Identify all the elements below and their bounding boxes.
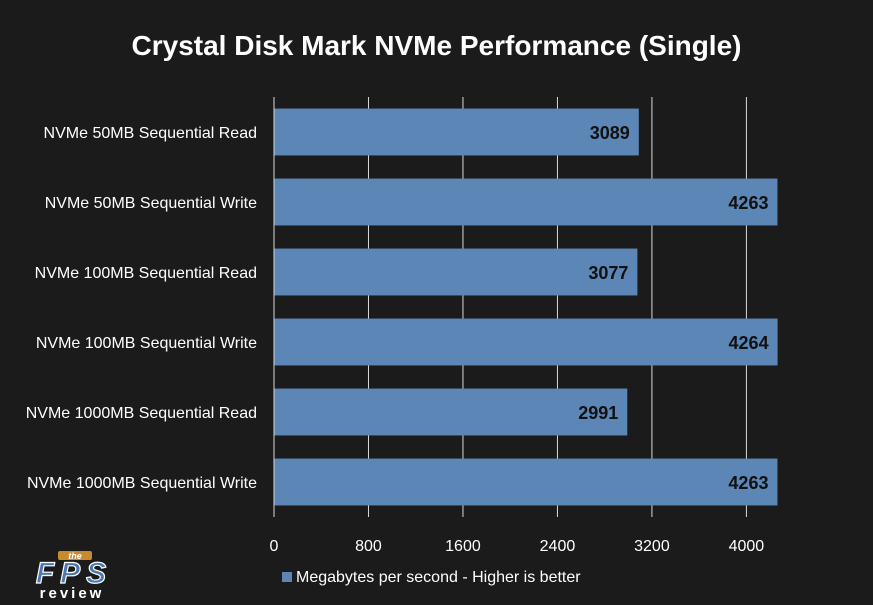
x-tick-label: 1600 <box>445 538 481 555</box>
logo-main-text: FPS <box>36 557 112 590</box>
category-label: NVMe 1000MB Sequential Write <box>27 475 257 492</box>
data-label: 2991 <box>578 403 618 423</box>
category-label: NVMe 50MB Sequential Read <box>44 125 257 142</box>
x-tick-label: 0 <box>270 538 279 555</box>
data-label: 4263 <box>728 473 768 493</box>
legend-label: Megabytes per second - Higher is better <box>296 569 581 586</box>
logo-sub-text: review <box>40 585 105 600</box>
category-label: NVMe 50MB Sequential Write <box>45 195 257 212</box>
x-tick-label: 2400 <box>540 538 576 555</box>
x-tick-label: 4000 <box>729 538 765 555</box>
legend-swatch <box>282 572 292 582</box>
bar <box>274 178 778 226</box>
logo-small-text: the <box>68 551 82 561</box>
chart-title: Crystal Disk Mark NVMe Performance (Sing… <box>131 30 742 61</box>
data-label: 3089 <box>590 123 630 143</box>
bar <box>274 248 638 296</box>
x-tick-label: 800 <box>355 538 382 555</box>
fps-review-logo: the FPS review <box>2 548 148 602</box>
data-label: 3077 <box>588 263 628 283</box>
category-label: NVMe 100MB Sequential Write <box>36 335 257 352</box>
data-label: 4263 <box>728 193 768 213</box>
category-label: NVMe 1000MB Sequential Read <box>26 405 257 422</box>
x-tick-label: 3200 <box>634 538 670 555</box>
data-label: 4264 <box>729 333 769 353</box>
bar <box>274 388 628 436</box>
bar <box>274 458 778 506</box>
bar <box>274 108 639 156</box>
bar <box>274 318 778 366</box>
category-label: NVMe 100MB Sequential Read <box>35 265 257 282</box>
